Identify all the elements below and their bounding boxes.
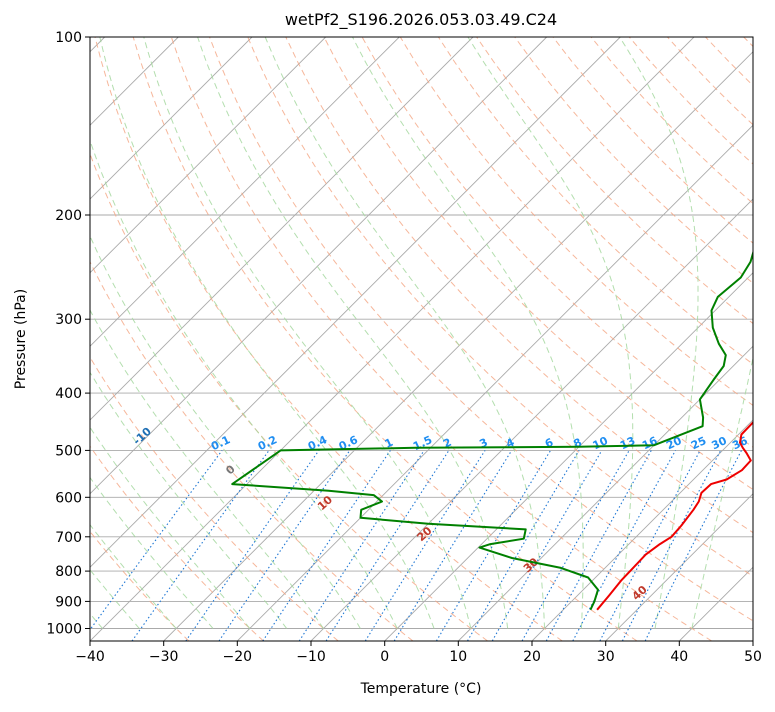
y-tick-label: 100	[55, 30, 82, 46]
x-tick-label: 40	[670, 649, 688, 665]
x-tick-label: 20	[523, 649, 541, 665]
y-tick-label: 800	[55, 564, 82, 580]
x-tick-label: 50	[744, 649, 762, 665]
y-axis-label: Pressure (hPa)	[13, 289, 29, 389]
x-tick-label: 0	[380, 649, 389, 665]
x-tick-label: −40	[75, 649, 105, 665]
y-tick-label: 700	[55, 530, 82, 546]
y-tick-label: 600	[55, 490, 82, 506]
y-tick-label: 200	[55, 208, 82, 224]
x-tick-label: 30	[597, 649, 615, 665]
y-tick-label: 300	[55, 312, 82, 328]
x-tick-label: −30	[149, 649, 179, 665]
x-tick-label: 10	[449, 649, 467, 665]
y-tick-label: 500	[55, 443, 82, 459]
x-axis-label: Temperature (°C)	[360, 681, 482, 697]
chart-title: wetPf2_S196.2026.053.03.49.C24	[285, 10, 557, 30]
y-tick-label: 900	[55, 594, 82, 610]
y-tick-label: 1000	[46, 622, 82, 638]
x-tick-label: −10	[296, 649, 326, 665]
y-tick-label: 400	[55, 386, 82, 402]
x-tick-label: −20	[223, 649, 253, 665]
